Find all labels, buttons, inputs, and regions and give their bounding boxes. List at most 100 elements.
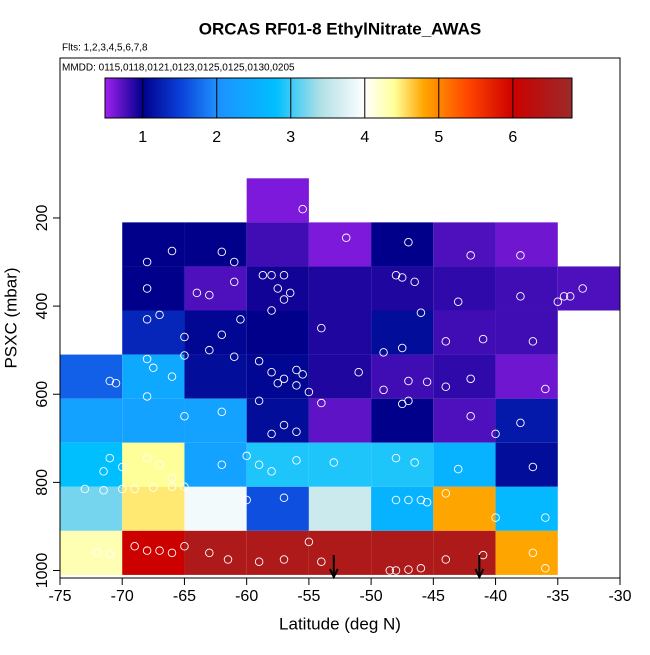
sample-point — [242, 451, 251, 461]
sample-point — [279, 374, 289, 384]
sample-point — [155, 310, 164, 320]
heatmap-cell — [184, 266, 247, 311]
sample-point — [466, 251, 475, 260]
sample-point — [142, 453, 152, 463]
y-tick-label: 400 — [34, 293, 51, 320]
y-axis-label: PSXC (mbar) — [1, 267, 20, 368]
heatmap-cell — [122, 310, 185, 355]
sample-point — [541, 564, 550, 573]
sample-point — [217, 460, 227, 469]
sample-point — [391, 495, 401, 505]
sample-point — [217, 247, 227, 257]
sample-point — [541, 513, 550, 522]
sample-point — [223, 555, 233, 564]
heatmap-cell — [495, 530, 558, 575]
sample-point — [379, 385, 388, 395]
sample-point — [167, 372, 177, 381]
sample-point — [258, 271, 268, 280]
heatmap-cell — [433, 530, 496, 575]
sample-point — [217, 407, 227, 417]
heatmap-cell — [246, 486, 309, 531]
sample-point — [379, 348, 388, 357]
sample-point — [180, 412, 189, 421]
sample-point — [130, 542, 139, 551]
colorbar-tick-label: 6 — [508, 129, 517, 146]
sample-point — [254, 460, 264, 469]
heatmap-cell — [246, 530, 309, 575]
sample-point — [205, 345, 214, 355]
heatmap-cell — [246, 354, 309, 399]
sample-point — [167, 473, 177, 483]
sample-point — [167, 548, 177, 558]
sample-point — [422, 497, 432, 507]
sample-point — [416, 308, 426, 317]
heatmap-cell — [433, 442, 496, 487]
points — [80, 204, 587, 575]
sample-point — [292, 456, 301, 465]
sample-point — [279, 295, 289, 304]
sample-point — [180, 351, 189, 360]
sample-point — [298, 370, 307, 379]
arrow — [474, 555, 485, 580]
sample-point — [149, 483, 158, 492]
sample-point — [391, 271, 401, 280]
sample-point — [385, 566, 395, 575]
heatmap-cell — [433, 354, 496, 399]
sample-point — [267, 306, 276, 315]
sample-point — [142, 546, 152, 555]
heatmap-cell — [495, 486, 558, 531]
sample-point — [478, 334, 488, 344]
sample-point — [304, 537, 314, 547]
sample-point — [142, 315, 152, 324]
sample-point — [279, 493, 289, 503]
x-tick-label: -75 — [48, 588, 71, 605]
sample-point — [142, 284, 152, 293]
heatmap-cell — [371, 266, 434, 311]
heatmap-cell — [246, 310, 309, 355]
sample-point — [267, 429, 276, 439]
heatmap-cell — [371, 442, 434, 487]
sample-point — [553, 297, 563, 306]
sample-point — [410, 277, 419, 287]
heatmap-cell — [495, 266, 558, 311]
sample-point — [142, 257, 152, 267]
sample-point — [279, 420, 289, 430]
heatmap-cell — [246, 178, 309, 223]
heatmap-cell — [184, 310, 247, 355]
sample-point — [391, 566, 401, 575]
heatmap-cell — [308, 442, 372, 487]
heatmap-cell — [122, 398, 185, 443]
sample-point — [105, 376, 115, 386]
sample-point — [541, 384, 550, 394]
heatmap-cell — [246, 398, 309, 443]
sample-point — [279, 271, 289, 280]
sample-point — [453, 464, 463, 474]
sample-point — [192, 288, 202, 298]
sample-point — [528, 337, 538, 346]
sample-point — [105, 549, 115, 559]
x-axis-label: Latitude (deg N) — [279, 614, 401, 633]
heatmap-cell — [122, 354, 185, 399]
sample-point — [466, 374, 475, 384]
colorbar-tick-label: 2 — [212, 129, 221, 146]
sample-point — [416, 564, 426, 573]
colorbar-tick-label: 3 — [286, 129, 295, 146]
heatmap-cell — [495, 310, 558, 355]
x-tick-label: -70 — [111, 588, 134, 605]
heatmap-cell — [60, 398, 123, 443]
sample-point — [99, 467, 108, 476]
heatmap-cell — [371, 530, 434, 575]
heatmap-cell — [495, 222, 558, 267]
sample-point — [404, 495, 413, 505]
sample-point — [142, 392, 152, 401]
heatmap-cell — [60, 442, 123, 487]
heatmap-cell — [308, 222, 372, 267]
sample-point — [466, 412, 475, 421]
heatmap-cell — [557, 266, 620, 311]
sample-point — [422, 377, 432, 387]
heatmap-cell — [246, 266, 309, 311]
sample-point — [117, 484, 127, 494]
heatmap-cell — [122, 486, 185, 531]
sample-point — [565, 292, 575, 301]
